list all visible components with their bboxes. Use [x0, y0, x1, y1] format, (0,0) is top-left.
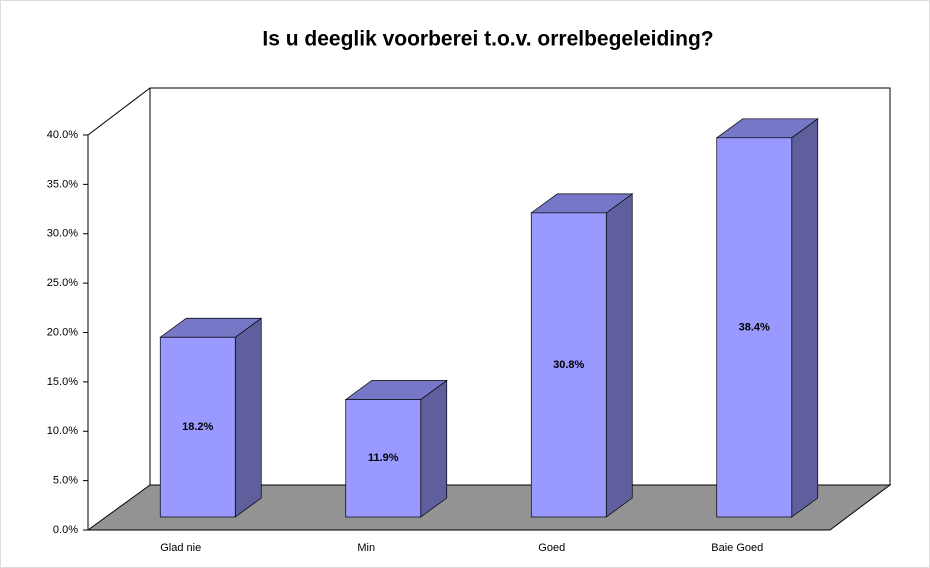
y-tick-label: 25.0% [47, 277, 78, 289]
bar-side [605, 193, 633, 518]
bar-side [420, 379, 448, 518]
bar-side [791, 118, 819, 518]
y-tick-label: 10.0% [47, 425, 78, 437]
y-tick-label: 35.0% [47, 178, 78, 190]
y-tick-label: 0.0% [53, 524, 78, 536]
y-tick-label: 15.0% [47, 376, 78, 388]
bar-side [234, 317, 262, 518]
value-label: 18.2% [182, 421, 213, 433]
x-tick-label: Goed [538, 542, 565, 554]
x-tick-label: Baie Goed [711, 542, 763, 554]
bar [716, 137, 793, 518]
y-tick-label: 20.0% [47, 326, 78, 338]
y-tick-label: 30.0% [47, 228, 78, 240]
y-tick-label: 5.0% [53, 475, 78, 487]
bar [530, 212, 607, 518]
value-label: 30.8% [553, 359, 584, 371]
x-tick-label: Min [357, 542, 375, 554]
bar [159, 336, 236, 518]
y-tick-label: 40.0% [47, 129, 78, 141]
x-tick-label: Glad nie [160, 542, 201, 554]
value-label: 11.9% [368, 452, 399, 464]
value-label: 38.4% [739, 321, 770, 333]
bar [345, 399, 422, 518]
chart-title: Is u deeglik voorberei t.o.v. orrelbegel… [262, 28, 713, 51]
